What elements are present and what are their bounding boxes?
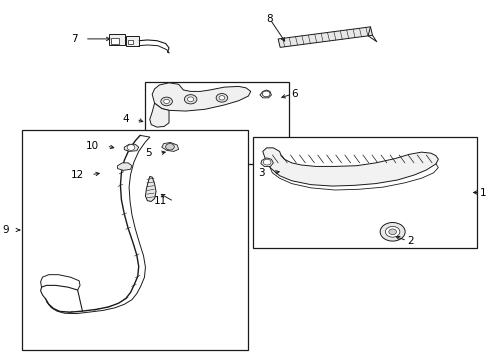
Circle shape <box>163 99 169 104</box>
Bar <box>22 130 248 350</box>
Polygon shape <box>145 176 156 202</box>
Circle shape <box>263 159 270 165</box>
Text: 7: 7 <box>71 34 78 44</box>
Bar <box>144 82 288 164</box>
Polygon shape <box>260 158 273 166</box>
Bar <box>111 38 118 44</box>
Circle shape <box>187 97 193 102</box>
Circle shape <box>379 222 405 241</box>
Polygon shape <box>262 148 437 186</box>
Text: 3: 3 <box>258 168 264 178</box>
Circle shape <box>165 144 174 150</box>
Polygon shape <box>162 143 178 152</box>
Text: 1: 1 <box>479 188 486 198</box>
Circle shape <box>184 95 197 104</box>
Text: 8: 8 <box>266 14 273 24</box>
Circle shape <box>388 229 396 235</box>
Polygon shape <box>278 27 372 48</box>
Text: 5: 5 <box>145 148 152 158</box>
Text: 12: 12 <box>70 170 84 180</box>
Circle shape <box>127 145 135 150</box>
Bar <box>127 40 133 44</box>
Polygon shape <box>260 90 271 98</box>
Text: 11: 11 <box>153 197 166 206</box>
Polygon shape <box>149 103 169 127</box>
Circle shape <box>219 96 224 100</box>
Circle shape <box>385 226 399 237</box>
Polygon shape <box>152 83 250 111</box>
Bar <box>253 137 476 248</box>
Text: 6: 6 <box>291 89 298 99</box>
Text: 9: 9 <box>3 225 9 235</box>
Bar <box>109 34 124 45</box>
Polygon shape <box>124 144 139 152</box>
Text: 10: 10 <box>86 141 99 151</box>
Circle shape <box>262 91 269 97</box>
Polygon shape <box>117 163 132 170</box>
Circle shape <box>216 94 227 102</box>
Text: 2: 2 <box>406 236 413 246</box>
Bar <box>125 36 139 46</box>
Circle shape <box>161 97 172 106</box>
Text: 4: 4 <box>122 114 129 124</box>
